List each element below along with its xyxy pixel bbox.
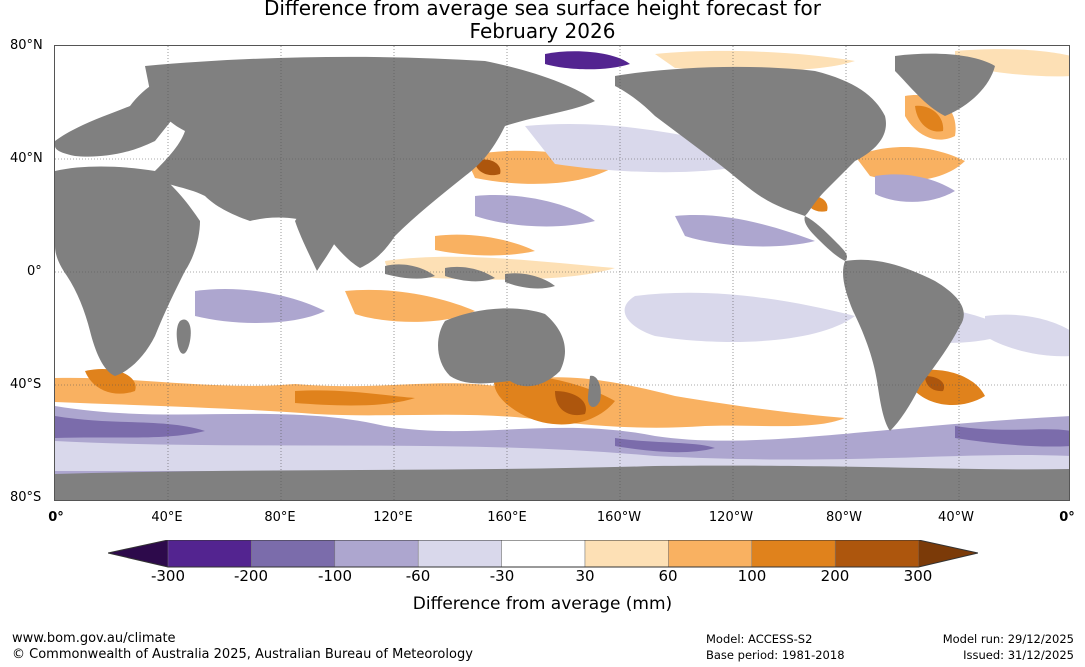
negative-anomaly-north-pacific: [475, 195, 815, 247]
land-greenland: [895, 53, 995, 116]
lat-label-40s: 40°S: [10, 377, 42, 392]
positive-anomaly-west-pacific-strong: [345, 234, 535, 322]
lon-label-160w: 160°W: [596, 510, 642, 525]
lon-label-160e: 160°E: [487, 510, 527, 525]
lon-label-40w: 40°W: [938, 510, 974, 525]
colorbar-outline: [108, 540, 978, 568]
graticule: [55, 46, 1069, 500]
positive-anomaly-agulhas: [85, 368, 136, 394]
positive-anomaly-gulf-stream-strong: [805, 105, 944, 212]
issued-date: Issued: 31/12/2025: [963, 648, 1074, 662]
colorbar-bin: [501, 540, 586, 568]
lon-label-0-right: 0°: [1059, 510, 1075, 525]
colorbar-bin: [167, 540, 252, 568]
negative-anomaly-arctic: [545, 51, 630, 70]
colorbar-bin: [417, 540, 502, 568]
title-line-1: Difference from average sea surface heig…: [263, 0, 822, 20]
colorbar-bin: [584, 540, 669, 568]
lon-label-0-left: 0°: [48, 510, 64, 525]
colorbar-bins: [167, 540, 919, 568]
land-indonesia: [385, 264, 555, 289]
colorbar-tick: -300: [150, 567, 186, 585]
website-link[interactable]: www.bom.gov.au/climate: [12, 631, 176, 646]
negative-anomaly-sub-ocean-light: [55, 441, 1069, 471]
model-name: Model: ACCESS-S2: [706, 632, 813, 646]
colorbar-bin: [751, 540, 836, 568]
lat-label-equator: 0°: [27, 264, 42, 279]
land-south-america: [842, 259, 964, 431]
colorbar-bin: [251, 540, 336, 568]
land-central-america: [804, 216, 847, 261]
colorbar-bin: [668, 540, 753, 568]
negative-anomaly-south-atlantic: [985, 314, 1069, 357]
lon-label-40e: 40°E: [151, 510, 183, 525]
positive-anomaly-west-pacific: [385, 256, 615, 280]
colorbar-tick: -100: [317, 567, 353, 585]
positive-anomaly-kuroshio: [475, 159, 501, 176]
copyright-text: © Commonwealth of Australia 2025, Austra…: [12, 647, 473, 662]
positive-anomaly-southern-band: [55, 377, 845, 428]
colorbar-tick: 100: [737, 567, 767, 585]
anomaly-patches: [55, 49, 1069, 486]
land-antarctica: [55, 465, 1069, 500]
base-period: Base period: 1981-2018: [706, 648, 845, 662]
colorbar-tick: -30: [489, 567, 515, 585]
colorbar-tick: 30: [575, 567, 595, 585]
land-north-america: [615, 66, 886, 216]
land-madagascar: [176, 319, 191, 354]
colorbar-bin: [334, 540, 419, 568]
title-line-2: February 2026: [469, 19, 616, 43]
land-masses: [55, 53, 1069, 500]
lon-label-120e: 120°E: [373, 510, 413, 525]
negative-anomaly-north-pacific-light: [525, 124, 775, 173]
land-africa: [55, 166, 200, 376]
lon-label-80w: 80°W: [826, 510, 862, 525]
land-new-zealand: [587, 375, 601, 408]
colorbar-tick: 300: [903, 567, 933, 585]
colorbar-below-arrow: [108, 540, 168, 567]
colorbar-label: Difference from average (mm): [412, 594, 673, 614]
negative-anomaly-north-atlantic: [875, 174, 955, 202]
model-run-date: Model run: 29/12/2025: [942, 632, 1074, 646]
lon-label-120w: 120°W: [708, 510, 754, 525]
colorbar-above-arrow: [918, 540, 978, 567]
colorbar-tick: -200: [233, 567, 269, 585]
colorbar-tick: 60: [658, 567, 678, 585]
colorbar-bin: [834, 540, 919, 568]
land-australia: [438, 308, 565, 387]
sea-height-map: [54, 45, 1070, 501]
land-india: [295, 204, 344, 271]
colorbar: [108, 540, 978, 568]
negative-anomaly-indian-ocean: [195, 288, 325, 323]
colorbar-tick: -60: [405, 567, 431, 585]
chart-title: Difference from average sea surface heig…: [0, 0, 1085, 43]
lat-label-80n: 80°N: [10, 38, 43, 53]
land-asia: [145, 56, 595, 268]
lat-label-40n: 40°N: [10, 151, 43, 166]
lon-label-80e: 80°E: [264, 510, 296, 525]
lat-label-80s: 80°S: [10, 490, 42, 505]
colorbar-tick: 200: [820, 567, 850, 585]
